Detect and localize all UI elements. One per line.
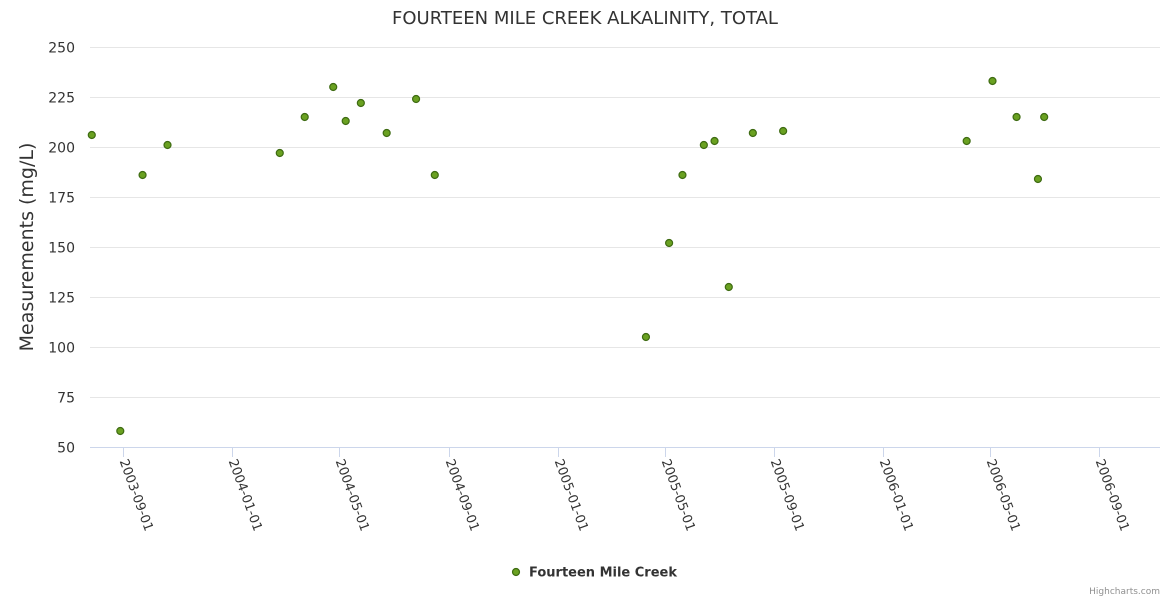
x-tick-label: 2006-09-01: [1092, 457, 1132, 533]
x-tick-label: 2005-01-01: [551, 457, 591, 533]
data-point: [430, 170, 439, 180]
data-point: [87, 130, 96, 140]
x-tick-labels: 2003-09-01 2004-01-01 2004-05-01 2004-09-01…: [116, 457, 1132, 533]
credits-link[interactable]: Highcharts.com: [1089, 587, 1160, 597]
x-tick-label: 2006-05-01: [983, 457, 1023, 533]
x-tick-label: 2005-05-01: [658, 457, 698, 533]
data-point: [724, 282, 733, 292]
data-points: [87, 76, 1049, 436]
data-point: [300, 112, 309, 122]
y-tick-label: 175: [48, 191, 75, 207]
data-point: [329, 82, 338, 92]
y-tick-label: 125: [48, 291, 75, 307]
data-point: [275, 148, 284, 158]
y-tick-label: 75: [57, 391, 75, 407]
chart-title: FOURTEEN MILE CREEK ALKALINITY, TOTAL: [392, 8, 778, 29]
data-point: [988, 76, 997, 86]
legend-marker: [511, 567, 521, 577]
data-point: [748, 128, 757, 138]
data-point: [382, 128, 391, 138]
data-point: [1012, 112, 1021, 122]
x-tick-label: 2006-01-01: [876, 457, 916, 533]
y-tick-labels: 50 75 100 125 150 175 200 225 250: [48, 41, 75, 457]
x-tick-label: 2004-01-01: [225, 457, 265, 533]
legend-item-label[interactable]: Fourteen Mile Creek: [529, 566, 677, 581]
legend[interactable]: Fourteen Mile Creek: [511, 566, 678, 581]
data-point: [356, 98, 365, 108]
data-point: [341, 116, 350, 126]
data-point: [1033, 174, 1043, 184]
y-tick-label: 50: [57, 441, 75, 457]
y-tick-label: 150: [48, 241, 75, 257]
data-point: [163, 140, 172, 150]
data-point: [678, 170, 687, 180]
x-tick-label: 2004-09-01: [442, 457, 482, 533]
x-tick-label: 2005-09-01: [767, 457, 807, 533]
x-tick-marks: [123, 447, 1100, 457]
y-tick-label: 100: [48, 341, 75, 357]
x-tick-label: 2003-09-01: [116, 457, 156, 533]
data-point: [665, 238, 674, 248]
y-tick-label: 225: [48, 91, 75, 107]
data-point: [710, 136, 719, 146]
y-tick-label: 250: [48, 41, 75, 57]
data-point: [116, 426, 125, 436]
data-point: [699, 140, 708, 150]
data-point: [962, 136, 971, 146]
y-axis-label: Measurements (mg/L): [16, 143, 38, 352]
data-point: [779, 126, 788, 136]
data-point: [1040, 112, 1049, 122]
grid-lines: [90, 47, 1160, 398]
data-point: [411, 94, 421, 104]
data-point: [138, 170, 147, 180]
x-tick-label: 2004-05-01: [332, 457, 372, 533]
data-point: [641, 332, 651, 342]
y-tick-label: 200: [48, 141, 75, 157]
